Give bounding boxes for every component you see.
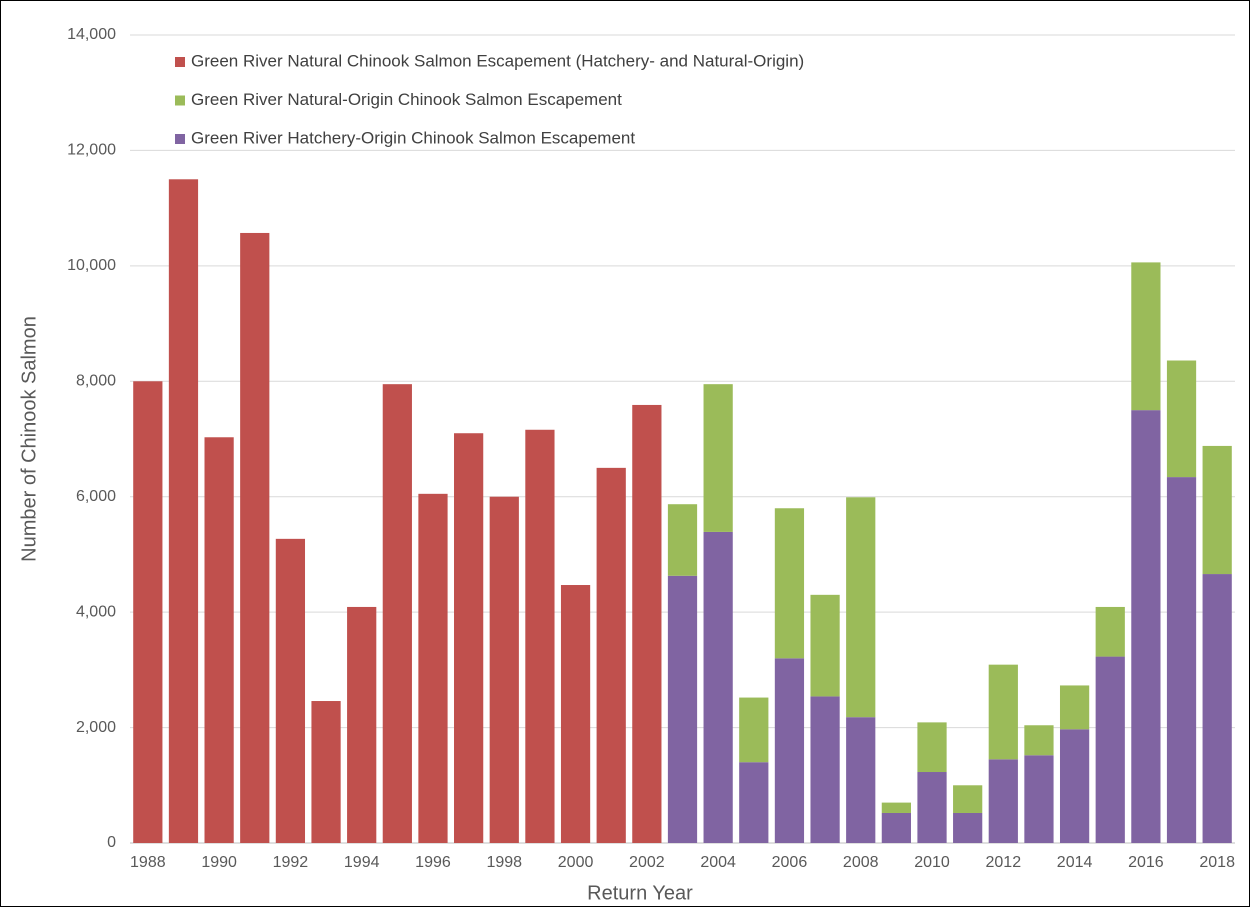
bar [1202, 445, 1232, 575]
bar [667, 575, 698, 843]
bar [1202, 574, 1232, 843]
legend-swatch [175, 95, 185, 106]
bar [596, 467, 626, 843]
bar [846, 717, 876, 843]
y-tick-label: 0 [107, 834, 116, 851]
bar [1095, 606, 1125, 657]
x-tick-label: 1994 [344, 854, 380, 871]
bar [667, 504, 698, 576]
x-tick-label: 2018 [1199, 854, 1235, 871]
x-tick-label: 2016 [1128, 854, 1164, 871]
bar [560, 585, 591, 843]
bar [240, 232, 270, 843]
bar [1131, 410, 1161, 843]
bar [739, 697, 769, 763]
x-tick-label: 2000 [558, 854, 594, 871]
x-tick-label: 2014 [1057, 854, 1093, 871]
x-tick-label: 1992 [273, 854, 309, 871]
y-tick-label: 6,000 [76, 488, 116, 505]
bar [810, 594, 840, 697]
y-tick-label: 12,000 [67, 142, 116, 159]
bar [953, 785, 983, 813]
x-tick-label: 1996 [415, 854, 451, 871]
x-tick-label: 2008 [843, 854, 879, 871]
bar [917, 722, 947, 773]
bar [846, 497, 876, 718]
y-tick-label: 4,000 [76, 603, 116, 620]
bar [774, 658, 805, 843]
bar [703, 384, 733, 532]
bar [204, 437, 234, 843]
bar [1095, 656, 1125, 843]
bar [1024, 755, 1054, 843]
legend-swatch [175, 57, 185, 67]
bar [1024, 725, 1054, 756]
legend-label: Green River Hatchery-Origin Chinook Salm… [191, 128, 635, 147]
x-tick-label: 2012 [986, 854, 1022, 871]
x-tick-label: 1998 [486, 854, 522, 871]
bar [454, 433, 484, 843]
x-tick-label: 1988 [130, 854, 166, 871]
bar [1059, 685, 1090, 730]
x-tick-label: 1990 [201, 854, 237, 871]
bar [917, 772, 947, 843]
x-tick-label: 2002 [629, 854, 665, 871]
x-tick-label: 2004 [700, 854, 736, 871]
bar [1166, 477, 1197, 843]
legend-swatch [175, 134, 185, 144]
y-tick-label: 10,000 [67, 257, 116, 274]
bar [739, 762, 769, 843]
bar [275, 538, 306, 843]
bar [632, 404, 662, 843]
bar [988, 759, 1018, 843]
y-tick-label: 8,000 [76, 373, 116, 390]
x-tick-label: 2010 [914, 854, 950, 871]
bar [525, 429, 555, 843]
bar [382, 384, 412, 843]
y-tick-label: 2,000 [76, 719, 116, 736]
x-tick-label: 2006 [772, 854, 808, 871]
bar [774, 508, 805, 659]
bar [418, 493, 448, 843]
bar [881, 812, 911, 843]
bar [347, 606, 377, 843]
bar [1131, 262, 1161, 411]
bar [489, 496, 519, 843]
bar [133, 381, 163, 843]
bar [953, 812, 983, 843]
bar [881, 802, 911, 813]
y-axis-label: Number of Chinook Salmon [18, 316, 40, 562]
bar [988, 664, 1018, 760]
bar [168, 179, 199, 844]
bar [1166, 360, 1197, 478]
y-tick-label: 14,000 [67, 26, 116, 43]
x-axis-label: Return Year [587, 882, 693, 904]
legend-label: Green River Natural-Origin Chinook Salmo… [191, 90, 622, 109]
legend-label: Green River Natural Chinook Salmon Escap… [191, 51, 804, 70]
bar [1059, 729, 1090, 843]
bar [311, 701, 341, 843]
bar [703, 531, 733, 843]
bar [810, 696, 840, 843]
